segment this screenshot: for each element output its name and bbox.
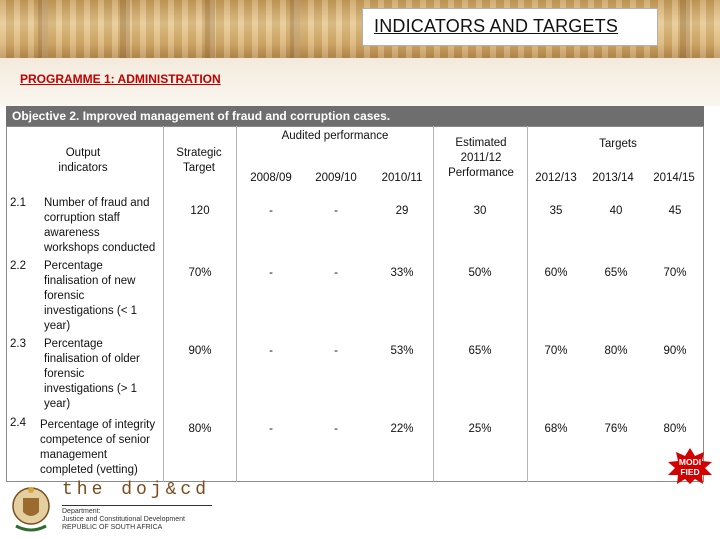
- column-divider: [236, 126, 237, 482]
- page-title: INDICATORS AND TARGETS: [374, 16, 619, 36]
- target-value: 80%: [663, 423, 687, 435]
- column-divider: [163, 126, 164, 482]
- banner-pillar: [120, 0, 130, 58]
- audited-value: -: [269, 205, 273, 217]
- estimated-value: 30: [473, 205, 487, 217]
- column-divider: [433, 126, 434, 482]
- row-number: 2.3: [10, 338, 26, 350]
- header-year-2014: 2014/15: [653, 172, 695, 184]
- banner-pillar: [290, 0, 300, 58]
- header-targets: Targets: [599, 138, 637, 150]
- department-name: Justice and Constitutional Development: [62, 516, 185, 523]
- target-value: 65%: [604, 267, 628, 279]
- programme-heading: PROGRAMME 1: ADMINISTRATION: [20, 72, 221, 86]
- indicator-text: Percentage finalisation of older forensic i…: [44, 338, 140, 410]
- department-label: Department:: [62, 508, 101, 515]
- target-value: 70%: [544, 345, 568, 357]
- banner-pillar: [205, 0, 215, 58]
- audited-value: 53%: [390, 345, 414, 357]
- header-output-indicators: Output indicators: [58, 147, 108, 174]
- target-value: 80%: [604, 345, 628, 357]
- strategic-target-value: 80%: [188, 423, 212, 435]
- target-value: 76%: [604, 423, 628, 435]
- target-value: 35: [549, 205, 563, 217]
- header-year-2009: 2009/10: [315, 172, 357, 184]
- audited-value: -: [269, 423, 273, 435]
- audited-value: -: [334, 423, 338, 435]
- audited-value: 33%: [390, 267, 414, 279]
- target-value: 45: [668, 205, 682, 217]
- coat-of-arms-icon: [12, 487, 50, 532]
- strategic-target-value: 90%: [188, 345, 212, 357]
- row-number: 2.4: [10, 417, 26, 429]
- column-divider: [527, 126, 528, 482]
- audited-value: 22%: [390, 423, 414, 435]
- brand-divider: [62, 505, 212, 506]
- estimated-value: 65%: [468, 345, 492, 357]
- banner-pillar: [38, 0, 48, 58]
- target-value: 68%: [544, 423, 568, 435]
- estimated-value: 50%: [468, 267, 492, 279]
- audited-value: -: [269, 345, 273, 357]
- badge-label: FIED: [680, 467, 700, 477]
- target-value: 60%: [544, 267, 568, 279]
- strategic-target-value: 120: [190, 205, 210, 217]
- modified-badge: MODI FIED: [666, 448, 714, 484]
- header-audited-performance: Audited performance: [281, 130, 389, 142]
- target-value: 90%: [663, 345, 687, 357]
- audited-value: -: [334, 205, 338, 217]
- audited-value: -: [334, 345, 338, 357]
- badge-label: MODI: [678, 457, 702, 467]
- title-box: [362, 8, 658, 46]
- department-country: REPUBLIC OF SOUTH AFRICA: [62, 524, 163, 531]
- indicator-table: [6, 126, 704, 482]
- estimated-value: 25%: [468, 423, 492, 435]
- row-number: 2.1: [10, 197, 26, 209]
- indicator-text: Percentage of integrity competence of sen…: [40, 419, 156, 476]
- programme-strip: [0, 58, 720, 106]
- banner-pillar: [680, 0, 690, 58]
- audited-value: 29: [395, 205, 409, 217]
- header-strategic-target: Strategic Target: [176, 147, 222, 174]
- audited-value: -: [269, 267, 273, 279]
- row-number: 2.2: [10, 260, 26, 272]
- audited-value: -: [334, 267, 338, 279]
- target-value: 40: [609, 205, 623, 217]
- header-year-2013: 2013/14: [592, 172, 634, 184]
- objective-bar: Objective 2. Improved management of frau…: [6, 106, 704, 126]
- header-year-2008: 2008/09: [250, 172, 292, 184]
- indicator-text: Percentage finalisation of new forensic inv…: [44, 260, 138, 332]
- indicator-text: Number of fraud and corruption staff aware…: [44, 197, 156, 254]
- strategic-target-value: 70%: [188, 267, 212, 279]
- header-year-2010: 2010/11: [381, 172, 423, 184]
- target-value: 70%: [663, 267, 687, 279]
- header-estimated-performance: Estimated 2011/12 Performance: [448, 137, 514, 179]
- brand-logotype: the doj&cd: [62, 480, 211, 500]
- header-year-2012: 2012/13: [535, 172, 577, 184]
- starburst-icon: [668, 448, 712, 484]
